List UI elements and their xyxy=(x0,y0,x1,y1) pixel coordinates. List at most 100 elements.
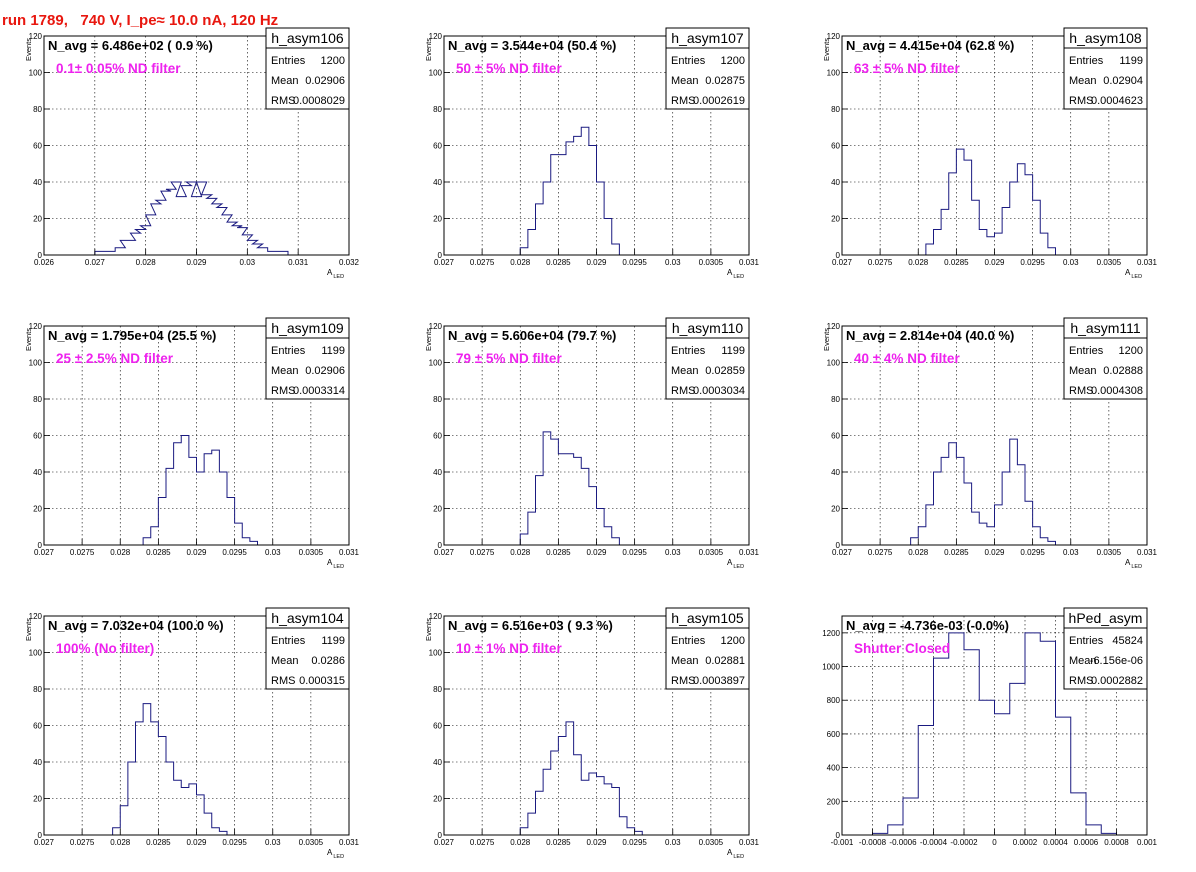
filter-label: Shutter Closed xyxy=(854,641,950,656)
stats-value: 0.0002619 xyxy=(693,95,745,107)
y-tick-label: 80 xyxy=(33,685,42,694)
x-axis-label: ALED xyxy=(1125,268,1142,280)
y-tick-label: 60 xyxy=(433,722,442,731)
stats-value: 0.02875 xyxy=(705,75,745,87)
stats-title: h_asym107 xyxy=(671,30,744,46)
stats-value: 0.0003314 xyxy=(293,385,345,397)
y-tick-label: 40 xyxy=(831,468,840,477)
y-tick-label: 100 xyxy=(29,69,43,78)
stats-value: 0.0003034 xyxy=(693,385,745,397)
stats-box xyxy=(665,607,750,690)
histogram-panel-h_asym104: 0.027 0.0275 0.028 0.0285 0.029 0.0295 0.03 0.0… xyxy=(24,607,360,860)
histogram-line xyxy=(94,181,289,255)
y-tick-label: 120 xyxy=(29,612,43,621)
x-tick-label: 0.0006 xyxy=(1074,838,1099,847)
x-axis-label: ALED xyxy=(327,268,344,280)
stats-label: Entries xyxy=(671,345,706,357)
stats-value: 1200 xyxy=(321,55,345,67)
x-tick-label: 0.0285 xyxy=(546,258,571,267)
stats-box xyxy=(265,317,350,400)
y-tick-label: 0 xyxy=(836,541,841,550)
y-tick-label: 20 xyxy=(831,505,840,514)
stats-box xyxy=(1063,317,1148,400)
y-axis-label: Events xyxy=(24,38,33,61)
y-tick-label: 40 xyxy=(33,178,42,187)
x-tick-label: 0.031 xyxy=(339,548,360,557)
x-tick-label: 0.0295 xyxy=(222,838,247,847)
stats-box xyxy=(665,27,750,110)
x-tick-label: -0.0004 xyxy=(920,838,948,847)
y-tick-label: 60 xyxy=(433,142,442,151)
x-axis-label: ALED xyxy=(1125,558,1142,570)
x-tick-label: -0.0002 xyxy=(950,838,978,847)
x-tick-label: 0.001 xyxy=(1137,838,1158,847)
x-tick-label: -0.0008 xyxy=(859,838,887,847)
x-tick-label: 0.031 xyxy=(288,258,309,267)
y-tick-label: 0 xyxy=(38,251,43,260)
y-tick-label: 1200 xyxy=(822,629,840,638)
navg-label: N_avg = 7.032e+04 (100.0 %) xyxy=(48,618,224,633)
navg-label: N_avg = -4.736e-03 (-0.0%) xyxy=(846,618,1009,633)
y-tick-label: 100 xyxy=(429,359,443,368)
y-tick-label: 40 xyxy=(433,468,442,477)
x-tick-label: 0.03 xyxy=(665,258,681,267)
y-tick-label: 60 xyxy=(33,142,42,151)
stats-label: RMS xyxy=(271,95,295,107)
stats-label: Mean xyxy=(1069,655,1097,667)
histogram-line xyxy=(519,721,643,835)
filter-label: 40 ± 4% ND filter xyxy=(854,351,960,366)
y-axis-label: Events xyxy=(822,328,831,351)
x-tick-label: 0.027 xyxy=(434,838,455,847)
x-tick-label: 0.03 xyxy=(240,258,256,267)
stats-value: 0.02881 xyxy=(705,655,745,667)
x-tick-label: 0.0285 xyxy=(944,258,969,267)
stats-label: Entries xyxy=(271,345,306,357)
stats-label: RMS xyxy=(1069,385,1093,397)
stats-value: 0.0008029 xyxy=(293,95,345,107)
histogram-line xyxy=(910,438,1056,545)
stats-label: Mean xyxy=(1069,365,1097,377)
stats-label: Entries xyxy=(1069,55,1104,67)
x-tick-label: 0.0285 xyxy=(146,548,171,557)
y-tick-label: 20 xyxy=(33,215,42,224)
y-axis-label: Events xyxy=(424,38,433,61)
stats-label: Entries xyxy=(671,635,706,647)
x-tick-label: 0.0275 xyxy=(868,258,893,267)
x-tick-label: 0.0295 xyxy=(622,548,647,557)
stats-label: Mean xyxy=(1069,75,1097,87)
filter-label: 63 ± 5% ND filter xyxy=(854,61,960,76)
x-axis-label: ALED xyxy=(727,848,744,860)
y-tick-label: 200 xyxy=(827,797,841,806)
y-axis-label: Events xyxy=(24,618,33,641)
y-tick-label: 80 xyxy=(831,105,840,114)
stats-label: Mean xyxy=(671,655,699,667)
stats-label: Entries xyxy=(671,55,706,67)
y-tick-label: 120 xyxy=(429,612,443,621)
y-tick-label: 100 xyxy=(827,69,841,78)
x-tick-label: 0.028 xyxy=(908,258,929,267)
run-title: run 1789, 740 V, I_pe≈ 10.0 nA, 120 Hz xyxy=(2,12,279,29)
x-tick-label: 0.029 xyxy=(186,548,207,557)
x-tick-label: 0.028 xyxy=(110,548,131,557)
x-tick-label: 0.027 xyxy=(85,258,106,267)
x-tick-label: 0.0008 xyxy=(1104,838,1129,847)
filter-label: 79 ± 5% ND filter xyxy=(456,351,562,366)
x-axis-label: ALED xyxy=(327,848,344,860)
stats-title: h_asym110 xyxy=(672,320,744,336)
y-tick-label: 0 xyxy=(38,831,43,840)
x-tick-label: 0.0305 xyxy=(699,258,724,267)
x-tick-label: 0.027 xyxy=(434,548,455,557)
stats-value: 1200 xyxy=(721,635,745,647)
y-tick-label: 20 xyxy=(33,505,42,514)
stats-value: 0.02906 xyxy=(305,75,345,87)
y-tick-label: 60 xyxy=(831,432,840,441)
y-axis-label: Events xyxy=(424,618,433,641)
y-axis-label: Events xyxy=(822,38,831,61)
y-tick-label: 1000 xyxy=(822,663,840,672)
stats-box xyxy=(665,317,750,400)
x-tick-label: 0.03 xyxy=(665,548,681,557)
y-tick-label: 0 xyxy=(836,831,841,840)
x-tick-label: 0.028 xyxy=(510,548,531,557)
x-tick-label: 0.0295 xyxy=(1020,548,1045,557)
stats-value: 0.02888 xyxy=(1103,365,1143,377)
